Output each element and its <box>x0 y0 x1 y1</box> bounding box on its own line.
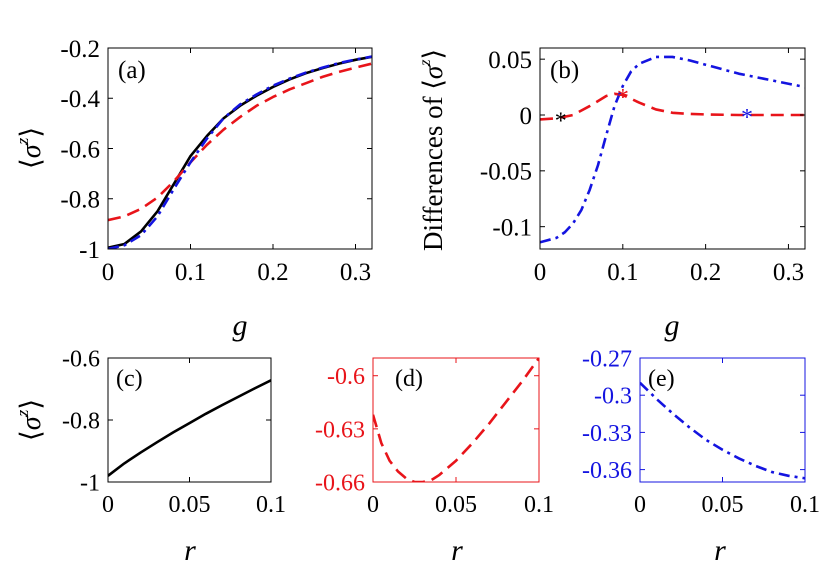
panel-e-label: (e) <box>648 366 675 392</box>
panel-c-label: (c) <box>116 366 143 392</box>
panel-a-xtick-label: 0 <box>102 259 115 286</box>
panel-d-xtick-label: 0.05 <box>435 492 477 518</box>
panel-d-xlabel: r <box>451 534 463 567</box>
panel-d: 0 0.05 0.1 -0.66 -0.63 -0.6 (d) <box>315 357 554 518</box>
panel-b-marker-red: * <box>617 85 629 111</box>
panel-d-ytick-label: -0.63 <box>315 417 365 443</box>
panel-c-ytick-label: -0.8 <box>62 408 100 434</box>
panel-a-ylabel: ⟨σz⟩ <box>13 127 47 169</box>
panel-e-ytick-label: -0.36 <box>582 458 632 484</box>
panel-a-series-blue-dashdot <box>108 55 372 249</box>
svg-text:⟨σz⟩: ⟨σz⟩ <box>13 127 47 169</box>
panel-b: * * * 0 0.1 0.2 0.3 -0.1 -0.05 0 0.05 (b) <box>480 47 806 286</box>
panel-d-ytick-label: -0.6 <box>327 364 365 390</box>
panel-e: 0 0.05 0.1 -0.36 -0.33 -0.3 -0.27 (e) <box>582 346 820 518</box>
panel-e-xtick-label: 0 <box>634 492 646 518</box>
panel-a-ytick-label: -0.2 <box>60 36 100 63</box>
panel-b-ytick-label: 0 <box>520 103 533 130</box>
panel-a-xlabel: g <box>233 309 248 342</box>
panel-e-xlabel: r <box>714 534 726 567</box>
panel-c-ytick-label: -0.6 <box>62 346 100 372</box>
panel-c-series-black-solid <box>108 379 271 477</box>
panel-a-ytick-label: -0.4 <box>60 86 100 113</box>
panel-e-ytick-label: -0.3 <box>594 384 632 410</box>
panel-b-xtick-label: 0 <box>534 259 547 286</box>
panel-a: 0 0.1 0.2 0.3 -1 -0.8 -0.6 -0.4 -0.2 (a) <box>60 36 373 286</box>
panel-c: 0 0.05 0.1 -1 -0.8 -0.6 (c) <box>62 346 286 518</box>
panel-b-ytick-label: -0.1 <box>492 214 532 241</box>
panel-c-ylabel: ⟨σz⟩ <box>13 399 47 441</box>
panel-b-ylabel: Differences of ⟨σz⟩ <box>417 49 448 251</box>
panel-e-xtick-label: 0.05 <box>702 492 744 518</box>
panel-c-xtick-label: 0.1 <box>256 492 286 518</box>
panel-b-marker-blue: * <box>741 105 753 131</box>
panel-d-label: (d) <box>395 366 423 392</box>
panel-c-xtick-label: 0 <box>102 492 114 518</box>
panel-e-ytick-label: -0.33 <box>582 421 632 447</box>
panel-e-series-blue-dashdot <box>640 381 805 480</box>
panel-d-xtick-label: 0.1 <box>524 492 554 518</box>
panel-c-ytick-label: -1 <box>80 470 100 496</box>
panel-a-ytick-label: -0.6 <box>60 136 100 163</box>
panel-a-ytick-label: -1 <box>79 237 100 264</box>
panel-b-marker-black: * <box>555 108 567 134</box>
svg-text:⟨σz⟩: ⟨σz⟩ <box>13 399 47 441</box>
panel-b-xlabel: g <box>665 309 680 342</box>
panel-a-ytick-label: -0.8 <box>60 187 100 214</box>
panel-a-label: (a) <box>118 57 146 84</box>
panel-b-xtick-label: 0.3 <box>773 259 804 286</box>
panel-e-ytick-label: -0.27 <box>582 346 632 372</box>
panel-a-xtick-label: 0.2 <box>257 259 288 286</box>
panel-b-xtick-label: 0.2 <box>690 259 721 286</box>
svg-text:Differences of ⟨σz⟩: Differences of ⟨σz⟩ <box>417 49 448 251</box>
panel-b-series-blue-dashdot <box>540 55 805 244</box>
panel-c-xtick-label: 0.05 <box>169 492 211 518</box>
panel-b-xtick-label: 0.1 <box>607 259 638 286</box>
panel-d-xtick-label: 0 <box>367 492 379 518</box>
panel-b-ytick-label: -0.05 <box>480 159 532 186</box>
panel-e-xtick-label: 0.1 <box>790 492 820 518</box>
panel-d-ytick-label: -0.66 <box>315 470 365 496</box>
panel-a-series-red-dashed <box>108 62 372 222</box>
panel-b-series-red-dashed <box>540 92 805 121</box>
panel-b-frame <box>539 47 806 250</box>
panel-b-ytick-label: 0.05 <box>488 47 532 74</box>
panel-a-xtick-label: 0.1 <box>175 259 206 286</box>
panel-a-xtick-label: 0.3 <box>340 259 371 286</box>
panel-b-label: (b) <box>550 57 579 84</box>
panel-c-xlabel: r <box>184 534 196 567</box>
